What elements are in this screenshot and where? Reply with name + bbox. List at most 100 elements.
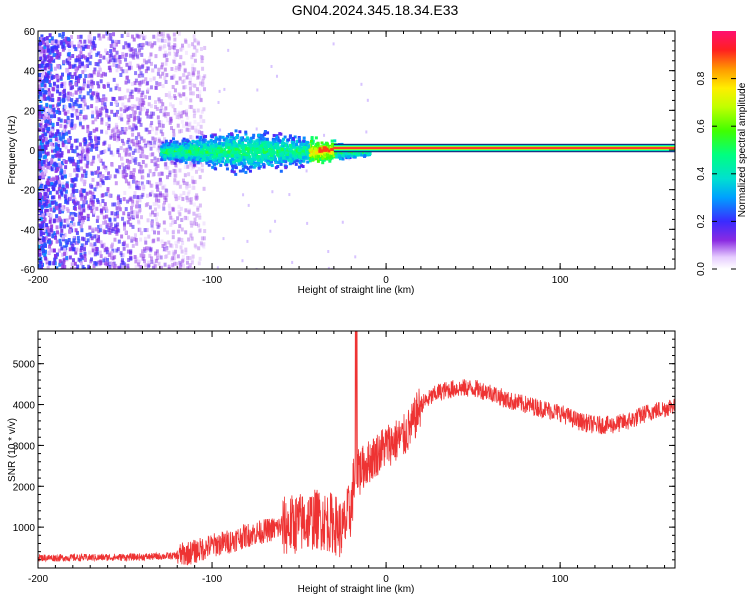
heatmap-cell bbox=[175, 52, 179, 57]
heatmap-cell bbox=[297, 148, 301, 152]
heatmap-cell bbox=[142, 254, 146, 259]
heatmap-cell bbox=[38, 63, 42, 68]
heatmap-cell bbox=[42, 151, 46, 156]
heatmap-cell bbox=[149, 123, 153, 128]
heatmap-cell bbox=[123, 109, 127, 114]
heatmap-cell bbox=[151, 210, 155, 215]
spectrogram-x-tick-label: 0 bbox=[383, 275, 389, 286]
heatmap-cell bbox=[275, 74, 278, 78]
heatmap-cell bbox=[56, 84, 60, 89]
heatmap-cell bbox=[64, 239, 68, 244]
heatmap-cell bbox=[211, 165, 215, 169]
heatmap-cell bbox=[70, 267, 74, 269]
heatmap-cell bbox=[297, 165, 301, 169]
heatmap-cell bbox=[212, 158, 216, 162]
heatmap-cell bbox=[164, 161, 168, 166]
heatmap-cell bbox=[161, 34, 165, 39]
heatmap-cell bbox=[171, 264, 175, 269]
heatmap-cell bbox=[203, 74, 207, 79]
heatmap-cell bbox=[166, 33, 170, 38]
heatmap-cell bbox=[190, 223, 194, 228]
heatmap-cell bbox=[160, 62, 164, 67]
heatmap-cell bbox=[159, 32, 163, 37]
heatmap-cell bbox=[143, 95, 147, 100]
heatmap-cell bbox=[115, 109, 119, 114]
heatmap-cell bbox=[200, 236, 204, 241]
heatmap-cell bbox=[40, 49, 44, 54]
heatmap-cell bbox=[199, 124, 203, 129]
heatmap-cell bbox=[54, 132, 58, 137]
heatmap-cell bbox=[173, 149, 177, 153]
heatmap-cell bbox=[96, 166, 100, 171]
heatmap-cell bbox=[41, 88, 45, 93]
heatmap-cell bbox=[128, 61, 132, 66]
heatmap-cell bbox=[160, 145, 164, 149]
heatmap-cell bbox=[217, 159, 221, 163]
heatmap-cell bbox=[185, 216, 189, 221]
heatmap-cell bbox=[167, 36, 171, 41]
heatmap-cell bbox=[125, 52, 129, 57]
heatmap-cell bbox=[104, 206, 108, 211]
heatmap-cell bbox=[63, 265, 67, 269]
heatmap-cell bbox=[77, 239, 81, 244]
heatmap-cell bbox=[195, 87, 199, 92]
heatmap-cell bbox=[96, 181, 100, 186]
heatmap-cell bbox=[175, 49, 179, 54]
heatmap-cell bbox=[106, 222, 110, 227]
heatmap-cell bbox=[64, 196, 68, 201]
heatmap-cell bbox=[274, 142, 278, 146]
heatmap-cell bbox=[78, 59, 82, 64]
heatmap-cell bbox=[190, 156, 194, 160]
heatmap-cell bbox=[40, 36, 44, 41]
heatmap-cell bbox=[110, 250, 114, 255]
heatmap-cell bbox=[122, 45, 126, 50]
heatmap-cell bbox=[79, 34, 83, 39]
heatmap-cell bbox=[88, 61, 92, 66]
heatmap-cell bbox=[310, 151, 314, 155]
heatmap-cell bbox=[99, 177, 103, 182]
heatmap-cell bbox=[179, 158, 183, 162]
heatmap-cell bbox=[73, 149, 77, 154]
heatmap-cell bbox=[354, 255, 357, 259]
heatmap-cell bbox=[154, 198, 158, 203]
heatmap-cell bbox=[119, 107, 123, 112]
heatmap-cell bbox=[223, 147, 227, 151]
heatmap-cell bbox=[77, 204, 81, 209]
heatmap-cell bbox=[57, 117, 61, 122]
heatmap-cell bbox=[76, 79, 80, 84]
heatmap-cell bbox=[45, 260, 49, 265]
heatmap-cell bbox=[338, 151, 342, 155]
heatmap-cell bbox=[90, 144, 94, 149]
heatmap-cell bbox=[191, 185, 195, 190]
heatmap-cell bbox=[67, 95, 71, 100]
heatmap-cell bbox=[61, 264, 65, 269]
heatmap-cell bbox=[141, 184, 145, 189]
heatmap-cell bbox=[123, 105, 127, 110]
heatmap-cell bbox=[252, 155, 256, 159]
heatmap-cell bbox=[176, 254, 180, 259]
heatmap-cell bbox=[83, 253, 87, 258]
heatmap-cell bbox=[198, 229, 202, 234]
heatmap-cell bbox=[174, 163, 178, 168]
heatmap-cell bbox=[273, 140, 277, 144]
heatmap-cell bbox=[194, 152, 198, 156]
heatmap-cell bbox=[247, 159, 251, 163]
heatmap-cell bbox=[68, 229, 72, 234]
heatmap-cell bbox=[221, 144, 225, 148]
heatmap-cell bbox=[282, 143, 286, 147]
heatmap-cell bbox=[282, 158, 286, 162]
heatmap-cell bbox=[161, 193, 165, 198]
spectrogram-y-tick-label: -60 bbox=[21, 265, 36, 276]
heatmap-cell bbox=[142, 106, 146, 111]
heatmap-cell bbox=[99, 111, 103, 116]
heatmap-cell bbox=[49, 207, 53, 212]
heatmap-cell bbox=[145, 228, 149, 233]
heatmap-cell bbox=[181, 259, 185, 264]
heatmap-cell bbox=[164, 53, 168, 58]
heatmap-cell bbox=[194, 140, 198, 144]
heatmap-cell bbox=[198, 147, 202, 151]
heatmap-cell bbox=[44, 209, 48, 214]
heatmap-cell bbox=[76, 164, 80, 169]
heatmap-cell bbox=[81, 220, 85, 225]
heatmap-cell bbox=[174, 194, 178, 199]
